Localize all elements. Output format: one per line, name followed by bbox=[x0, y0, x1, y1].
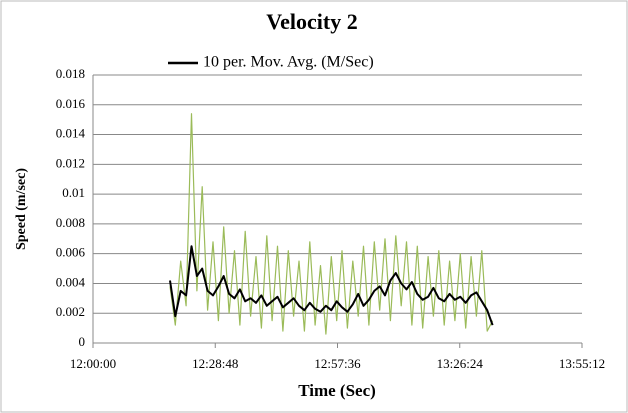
chart-title: Velocity 2 bbox=[266, 9, 357, 34]
x-axis-label: Time (Sec) bbox=[298, 381, 376, 400]
series-line bbox=[169, 113, 494, 335]
y-tick-label: 0.01 bbox=[62, 185, 85, 200]
y-tick-label: 0.016 bbox=[56, 96, 86, 111]
x-tick-label: 12:57:36 bbox=[314, 356, 361, 371]
series-line bbox=[169, 245, 494, 326]
y-tick-label: 0 bbox=[79, 334, 86, 349]
y-tick-label: 0.004 bbox=[56, 274, 86, 289]
x-tick-label: 12:00:00 bbox=[70, 356, 116, 371]
y-tick-label: 0.018 bbox=[56, 66, 85, 81]
x-tick-label: 13:55:12 bbox=[559, 356, 605, 371]
y-tick-label: 0.014 bbox=[56, 126, 86, 141]
y-tick-label: 0.006 bbox=[56, 245, 86, 260]
legend-label: 10 per. Mov. Avg. (M/Sec) bbox=[203, 54, 374, 71]
y-tick-label: 0.008 bbox=[56, 215, 85, 230]
x-tick-label: 12:28:48 bbox=[192, 356, 238, 371]
x-tick-label: 13:26:24 bbox=[437, 356, 484, 371]
y-tick-label: 0.012 bbox=[56, 155, 85, 170]
y-tick-label: 0.002 bbox=[56, 304, 85, 319]
y-axis-label: Speed (m/sec) bbox=[14, 168, 29, 250]
